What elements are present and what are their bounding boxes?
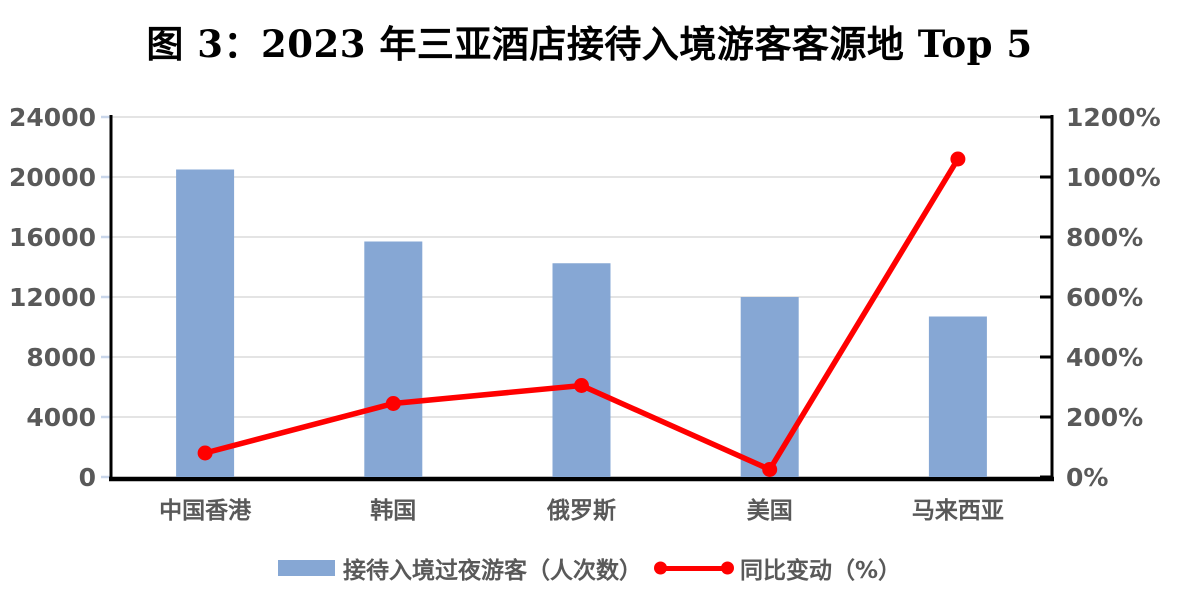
left-axis-tick-label: 20000: [9, 163, 96, 192]
line-point-韩国: [385, 396, 401, 411]
right-axis-tick-label: 400%: [1066, 343, 1143, 372]
bar-中国香港: [176, 169, 235, 477]
chart-legend: 接待入境过夜游客（人次数） 同比变动（%）: [0, 551, 1179, 585]
left-axis-tick-label: 4000: [26, 403, 96, 432]
right-axis-tick-label: 600%: [1066, 283, 1143, 312]
left-axis-tick-label: 0: [79, 463, 96, 492]
legend-item-line-series: 同比变动（%）: [656, 551, 901, 585]
category-label-俄罗斯: 俄罗斯: [546, 497, 616, 524]
bar-俄罗斯: [552, 263, 611, 477]
line-series-label: 同比变动（%）: [739, 558, 902, 584]
category-label-中国香港: 中国香港: [159, 498, 252, 524]
left-axis-tick-label: 12000: [9, 283, 96, 312]
line-point-俄罗斯: [574, 378, 589, 393]
category-label-美国: 美国: [747, 497, 793, 524]
bar-series-label: 接待入境过夜游客（人次数）: [342, 558, 642, 584]
bar-series-swatch-icon: [277, 560, 335, 576]
line-point-马来西亚: [950, 151, 966, 167]
right-axis-tick-label: 800%: [1066, 223, 1143, 252]
bar-马来西亚: [928, 316, 987, 477]
bar-美国: [740, 297, 799, 477]
left-axis-tick-label: 8000: [26, 343, 96, 372]
line-point-美国: [762, 462, 778, 477]
category-label-韩国: 韩国: [370, 497, 416, 524]
right-axis-tick-label: 200%: [1066, 403, 1143, 432]
right-axis-tick-label: 0%: [1066, 463, 1108, 492]
right-axis-tick-label: 1000%: [1066, 163, 1161, 192]
category-label-马来西亚: 马来西亚: [912, 498, 1004, 524]
left-axis-tick-label: 16000: [9, 223, 96, 252]
legend-item-bar-series: 接待入境过夜游客（人次数）: [277, 551, 642, 585]
line-series-swatch-icon: [657, 565, 730, 571]
bar-韩国: [364, 241, 423, 477]
left-axis-tick-label: 24000: [9, 103, 96, 132]
line-point-中国香港: [197, 445, 213, 461]
right-axis-tick-label: 1200%: [1066, 103, 1161, 132]
chart-title: 图 3：2023 年三亚酒店接待入境游客客源地 Top 5: [146, 22, 1033, 66]
